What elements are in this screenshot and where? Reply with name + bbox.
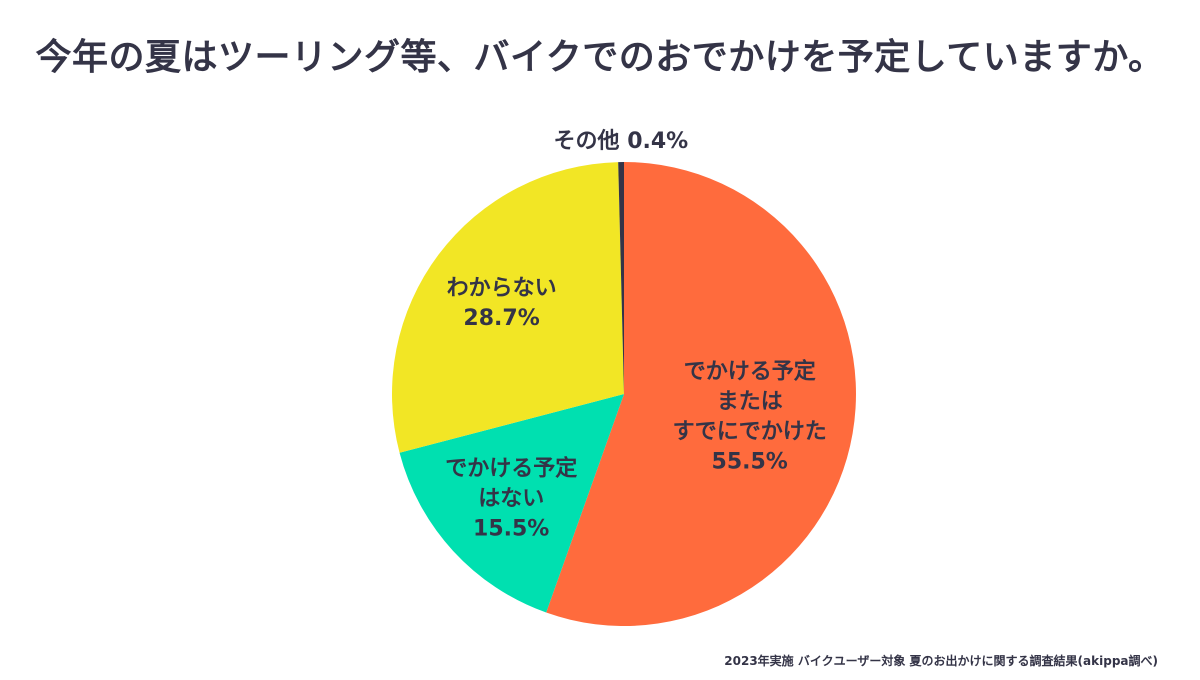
pie-category-label: または [717,390,783,415]
pie-value-label: 55.5% [712,450,788,475]
pie-slices [392,161,856,626]
pie-label-2: わからない 28.7% [447,276,557,331]
pie-category-label: その他 0.4% [554,129,689,154]
pie-labels: でかける予定またはすでにでかけた 55.5%でかける予定はない 15.5%わからない… [445,129,827,542]
pie-category-label: わからない [447,276,557,301]
pie-category-label: でかける予定 [684,359,816,385]
pie-slice-1 [399,394,624,613]
pie-slice-3 [618,161,624,394]
pie-label-0: でかける予定またはすでにでかけた 55.5% [673,359,827,475]
pie-value-label: 15.5% [473,517,549,542]
source-note: 2023年実施 バイクユーザー対象 夏のお出かけに関する調査結果(akippa調… [724,654,1158,668]
pie-label-1: でかける予定はない 15.5% [445,456,577,542]
pie-slice-0 [546,162,856,626]
pie-category-label: すでにでかけた [673,420,827,445]
pie-value-label: 28.7% [463,306,539,331]
pie-category-label: はない [478,487,544,512]
pie-slice-2 [392,162,624,453]
pie-category-label: でかける予定 [445,456,577,482]
pie-label-3: その他 0.4% [554,129,689,154]
chart-title: 今年の夏はツーリング等、バイクでのおでかけを予定していますか。 [35,37,1165,78]
